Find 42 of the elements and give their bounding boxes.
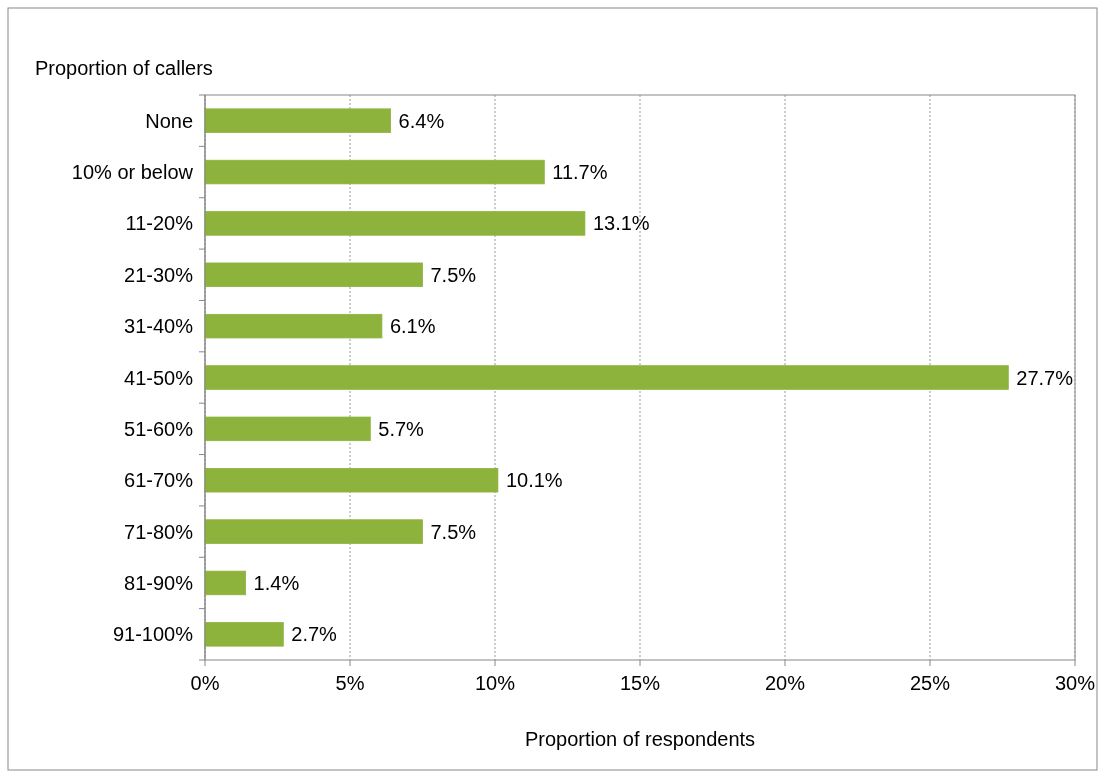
data-label: 27.7% xyxy=(1016,366,1074,389)
x-tick-label: 15% xyxy=(619,672,661,694)
x-tick-label: 25% xyxy=(909,672,951,694)
x-axis-title: Proportion of respondents xyxy=(524,728,756,750)
y-tick-label: 81-90% xyxy=(124,571,194,594)
data-label: 5.7% xyxy=(378,417,425,440)
x-tick-label: 0% xyxy=(190,672,220,694)
data-label: 7.5% xyxy=(430,520,477,543)
y-tick-label: 10% or below xyxy=(71,161,194,184)
bar xyxy=(204,262,423,287)
y-tick-label: 11-20% xyxy=(125,212,194,235)
y-tick-label: 61-70% xyxy=(124,469,194,492)
y-axis-title: Proportion of callers xyxy=(35,57,213,79)
bar xyxy=(204,570,246,596)
data-label: 13.1% xyxy=(592,212,650,235)
x-tick-label: 5% xyxy=(335,672,365,694)
bar xyxy=(204,519,423,544)
data-label: 2.7% xyxy=(291,623,338,646)
x-tick-label: 30% xyxy=(1054,672,1096,694)
x-tick-label: 10% xyxy=(474,672,516,694)
bar xyxy=(204,622,284,647)
bar xyxy=(204,365,1009,390)
bar xyxy=(204,211,586,236)
data-label: 11.7% xyxy=(552,161,608,184)
bar xyxy=(204,159,545,185)
data-label: 1.4% xyxy=(253,571,300,594)
bar xyxy=(204,313,383,339)
y-tick-label: 21-30% xyxy=(124,263,194,286)
y-tick-label: 41-50% xyxy=(124,366,194,389)
data-label: 10.1% xyxy=(505,469,563,492)
bar xyxy=(204,416,371,442)
x-tick-label: 20% xyxy=(764,672,806,694)
data-label: 6.1% xyxy=(389,315,436,338)
data-label: 6.4% xyxy=(398,109,445,132)
bar xyxy=(204,108,391,133)
y-tick-label: None xyxy=(145,109,193,132)
data-label: 7.5% xyxy=(430,263,477,286)
y-tick-label: 51-60% xyxy=(124,417,194,440)
y-tick-label: 31-40% xyxy=(124,315,194,338)
y-tick-label: 71-80% xyxy=(124,520,194,543)
bar xyxy=(204,468,499,493)
y-tick-label: 91-100% xyxy=(112,623,194,646)
